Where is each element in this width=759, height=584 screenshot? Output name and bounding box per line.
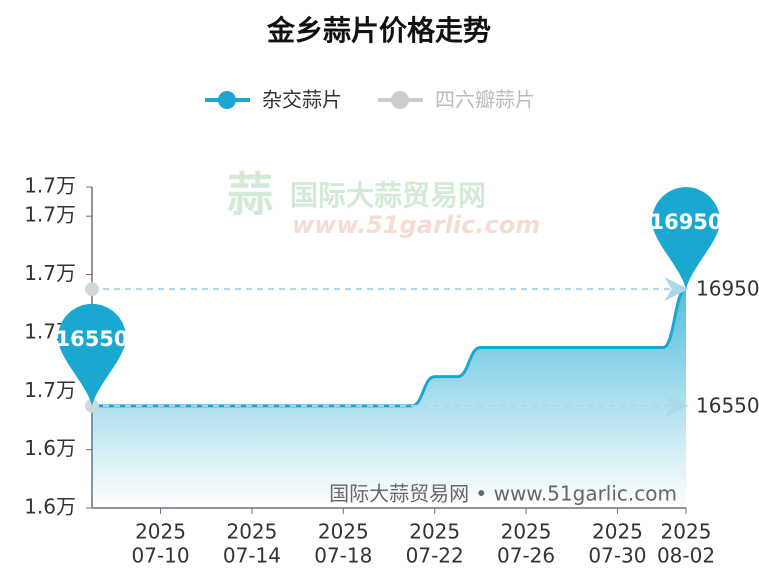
y-tick-label: 1.7万 <box>24 261 76 285</box>
legend-dot <box>218 91 236 109</box>
chart-title: 金乡蒜片价格走势 <box>266 14 491 47</box>
legend-label[interactable]: 杂交蒜片 <box>262 88 342 112</box>
x-tick-label: 2025 <box>226 520 277 544</box>
x-tick-label: 2025 <box>318 520 369 544</box>
x-tick-label: 07-30 <box>588 544 646 568</box>
pin-label: 16950 <box>649 210 722 234</box>
x-tick-label: 2025 <box>409 520 460 544</box>
x-tick-label: 07-22 <box>406 544 464 568</box>
x-tick-label: 2025 <box>501 520 552 544</box>
x-tick-label: 2025 <box>592 520 643 544</box>
watermark-url: www.51garlic.com <box>292 211 540 239</box>
mark-line-label: 16950 <box>696 277 759 301</box>
x-tick-label: 2025 <box>661 520 712 544</box>
area <box>92 289 686 508</box>
mark-line-label: 16550 <box>696 393 759 417</box>
legend-label[interactable]: 四六瓣蒜片 <box>435 88 535 112</box>
watermark-logo: 蒜 <box>227 168 273 222</box>
y-tick-label: 1.6万 <box>24 436 76 460</box>
mark-line-start <box>85 282 99 297</box>
pin <box>58 303 126 406</box>
y-tick-label: 1.7万 <box>24 203 76 227</box>
x-tick-label: 07-26 <box>497 544 555 568</box>
y-tick-label: 1.7万 <box>24 378 76 402</box>
x-tick-label: 07-18 <box>314 544 372 568</box>
y-tick-label: 1.6万 <box>24 495 76 519</box>
watermark-footer: 国际大蒜贸易网 • www.51garlic.com <box>329 482 677 506</box>
watermark-name: 国际大蒜贸易网 <box>290 179 486 212</box>
y-tick-label: 1.7万 <box>24 174 76 198</box>
x-tick-label: 07-10 <box>131 544 189 568</box>
x-tick-label: 07-14 <box>223 544 281 568</box>
x-tick-label: 2025 <box>135 520 186 544</box>
plot-area: 1.6万1.6万1.7万1.7万1.7万1.7万1.7万202507-10202… <box>24 174 759 568</box>
legend-dot <box>391 91 409 109</box>
pin-label: 16550 <box>55 327 128 351</box>
pin <box>652 187 720 290</box>
x-tick-label: 08-02 <box>657 544 715 568</box>
